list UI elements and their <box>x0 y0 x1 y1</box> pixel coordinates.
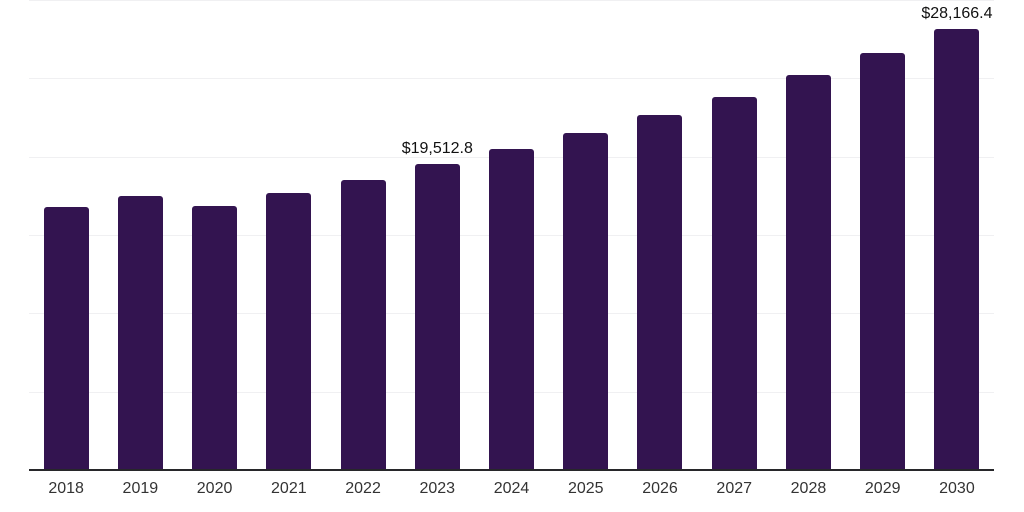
x-tick-label-2028: 2028 <box>790 480 827 497</box>
bar-2025 <box>563 132 609 470</box>
bar-slot-2020 <box>177 0 251 470</box>
bar-2027 <box>711 96 757 470</box>
bar-slot-2027 <box>697 0 771 470</box>
bar-2021 <box>266 192 312 470</box>
x-tick-label-2030: 2030 <box>939 480 975 497</box>
value-label-2023: $19,512.8 <box>401 140 473 158</box>
x-tick-label-2027: 2027 <box>716 480 753 497</box>
bar-2029 <box>860 52 906 470</box>
bar-slot-2025 <box>549 0 623 470</box>
bar-2028 <box>785 75 831 470</box>
bar-slot-2022 <box>326 0 400 470</box>
bar-slot-2021 <box>252 0 326 470</box>
x-axis-tick-labels: 2018 2019 2020 2021 2022 2023 2024 2025 2026 2027… <box>29 479 994 499</box>
bar-2022 <box>340 180 386 470</box>
value-label-2030: $28,166.4 <box>921 4 993 22</box>
x-tick-label-2026: 2026 <box>642 480 678 497</box>
bar-slot-2029 <box>846 0 920 470</box>
gridline-25000 <box>29 78 994 80</box>
bar-slot-2019 <box>103 0 177 470</box>
x-tick-label-2025: 2025 <box>567 480 604 497</box>
gridline-30000 <box>29 0 994 1</box>
bar-2023 <box>414 164 460 470</box>
x-tick-label-2021: 2021 <box>271 480 307 497</box>
bar-2024 <box>489 149 535 470</box>
bar-slot-2030: $28,166.4 <box>920 0 994 470</box>
bar-2030 <box>934 28 980 470</box>
bar-slot-2026 <box>623 0 697 470</box>
bar-slot-2028 <box>771 0 845 470</box>
x-tick-label-2024: 2024 <box>493 480 530 497</box>
bar-slot-2023: $19,512.8 <box>400 0 474 470</box>
plot-area: $19,512.8 $28,166.4 <box>29 0 994 471</box>
x-tick-label-2022: 2022 <box>345 480 381 497</box>
bar-2026 <box>637 115 683 470</box>
x-tick-label-2018: 2018 <box>48 480 84 497</box>
bars-layer: $19,512.8 $28,166.4 <box>29 0 994 470</box>
x-tick-label-2020: 2020 <box>196 480 233 497</box>
x-tick-label-2023: 2023 <box>419 480 456 497</box>
x-tick-label-2029: 2029 <box>864 480 901 497</box>
bar-2018 <box>43 207 89 470</box>
bar-slot-2024 <box>474 0 548 470</box>
bar-2019 <box>117 195 163 470</box>
bar-2020 <box>192 206 238 470</box>
bar-slot-2018 <box>29 0 103 470</box>
x-axis-line <box>29 469 994 471</box>
x-tick-label-2019: 2019 <box>122 480 159 497</box>
